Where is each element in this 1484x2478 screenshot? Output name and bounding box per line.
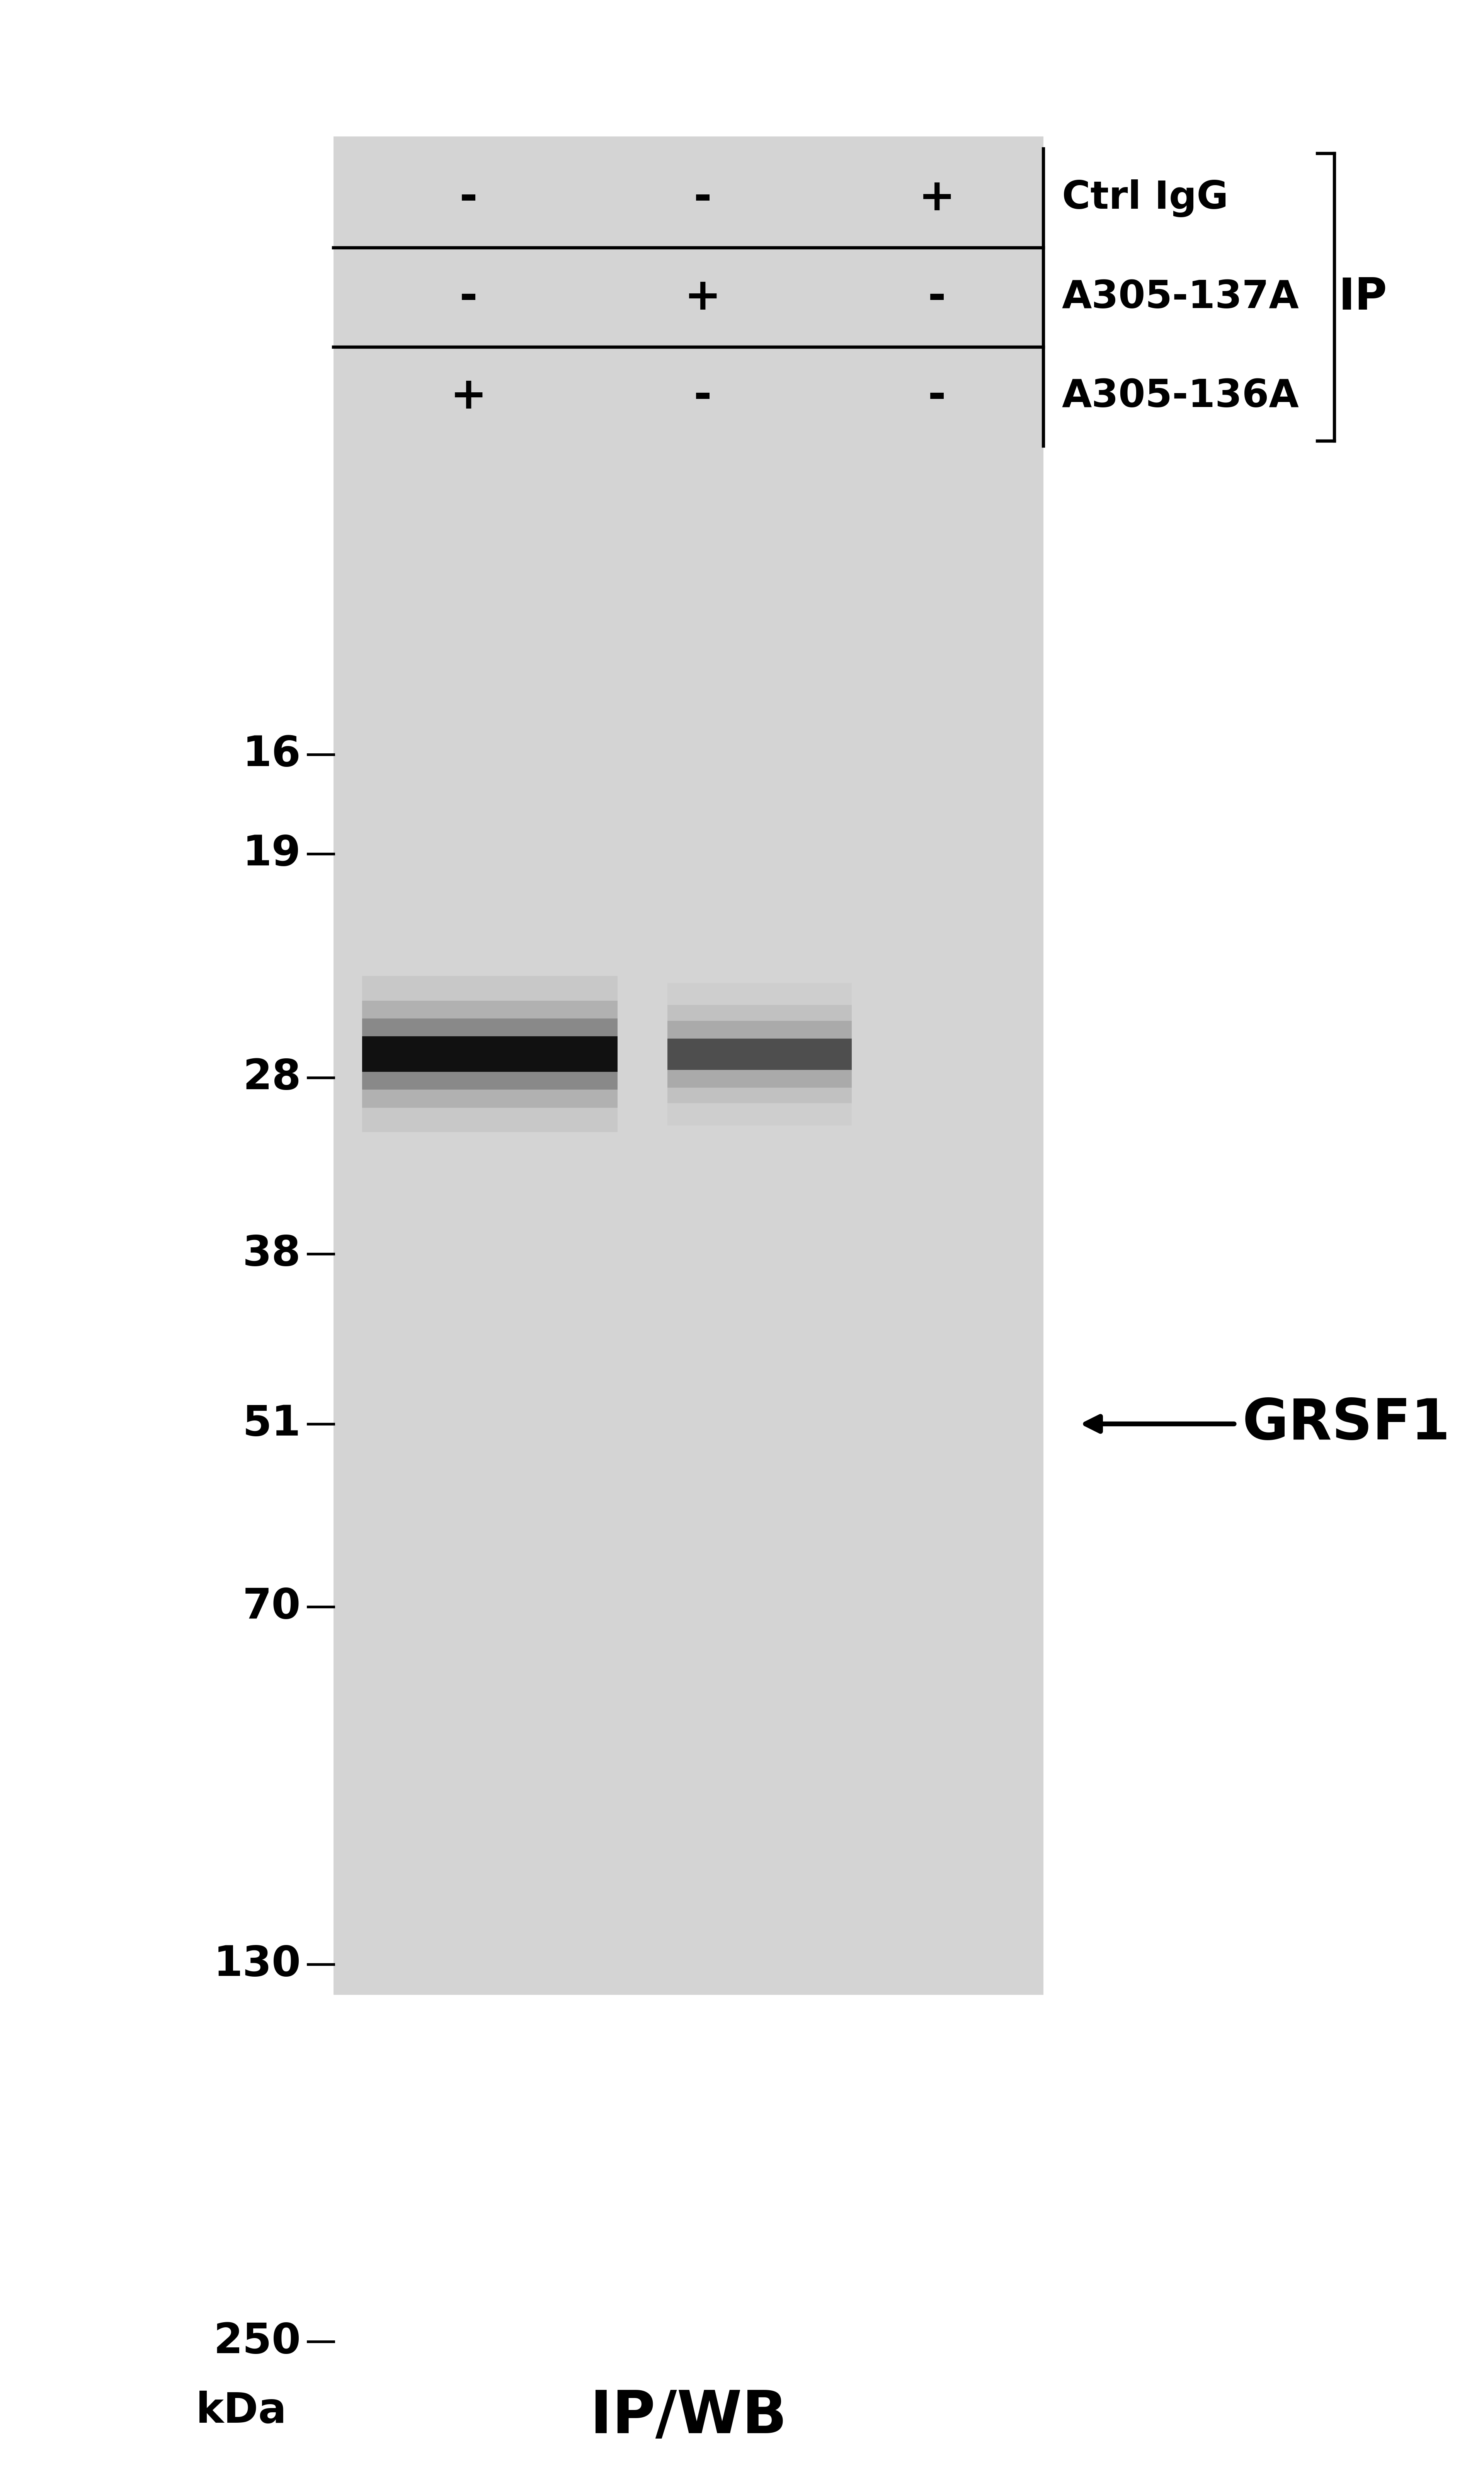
Text: IP/WB: IP/WB (591, 2389, 787, 2446)
Text: 28: 28 (243, 1058, 301, 1098)
Text: -: - (928, 374, 947, 419)
Text: kDa: kDa (196, 2391, 286, 2431)
Bar (362, 1018, 617, 1090)
Bar (334, 136, 1043, 1995)
Bar (668, 1021, 852, 1088)
Text: -: - (693, 176, 712, 221)
Text: -: - (460, 176, 478, 221)
Text: 38: 38 (243, 1234, 301, 1274)
Bar (668, 1038, 852, 1070)
Text: +: + (684, 275, 721, 320)
Text: 51: 51 (242, 1403, 301, 1445)
Text: 70: 70 (243, 1586, 301, 1628)
Text: 130: 130 (214, 1943, 301, 1985)
Text: Ctrl IgG: Ctrl IgG (1063, 178, 1229, 218)
Bar (668, 1006, 852, 1103)
Text: A305-136A: A305-136A (1063, 377, 1298, 416)
Text: IP: IP (1339, 275, 1388, 320)
Text: GRSF1: GRSF1 (1242, 1398, 1450, 1452)
Text: +: + (450, 374, 487, 419)
Text: -: - (460, 275, 478, 320)
Text: -: - (693, 374, 712, 419)
Text: -: - (928, 275, 947, 320)
Text: A305-137A: A305-137A (1063, 278, 1298, 317)
Bar (668, 984, 852, 1125)
Text: 19: 19 (243, 833, 301, 875)
Bar (362, 1001, 617, 1108)
Text: +: + (919, 176, 956, 221)
Bar (362, 1036, 617, 1073)
Text: 250: 250 (214, 2322, 301, 2362)
Text: 16: 16 (242, 733, 301, 776)
Bar (362, 976, 617, 1132)
